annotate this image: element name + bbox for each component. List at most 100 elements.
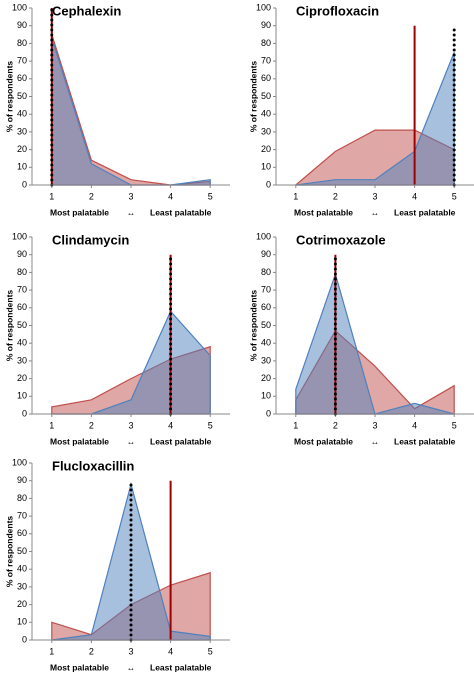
y-tick-label: 60 <box>261 73 271 83</box>
area-series <box>51 310 211 415</box>
x-tick-label: 1 <box>293 420 298 430</box>
y-tick-label: 10 <box>17 617 27 627</box>
y-tick-label: 0 <box>22 634 27 644</box>
x-tick-label: 2 <box>89 646 94 656</box>
y-tick-label: 20 <box>17 144 27 154</box>
x-tick-label: 2 <box>333 191 338 201</box>
panel: 0 10 20 30 40 50 60 70 80 90 100 1 2 3 4 5 Ciprofloxacin… <box>248 2 474 217</box>
y-axis-label: % of respondents <box>4 61 14 133</box>
y-tick-label: 100 <box>256 231 271 241</box>
panel-title: Flucloxacillin <box>52 458 134 473</box>
y-tick-label: 0 <box>22 408 27 418</box>
y-tick-label: 90 <box>17 475 27 485</box>
y-tick-label: 20 <box>261 144 271 154</box>
y-tick-label: 0 <box>22 179 27 189</box>
x-tick-label: 3 <box>128 191 133 201</box>
y-tick-label: 30 <box>17 355 27 365</box>
y-tick-label: 100 <box>256 2 271 12</box>
x-tick-label: 2 <box>89 191 94 201</box>
x-axis-label-left: Most palatable <box>294 436 353 446</box>
x-tick-label: 1 <box>293 191 298 201</box>
y-tick-label: 30 <box>17 126 27 136</box>
y-axis-label: % of respondents <box>248 61 258 133</box>
y-axis-label: % of respondents <box>4 516 14 588</box>
y-tick-label: 10 <box>17 391 27 401</box>
y-tick-label: 50 <box>17 91 27 101</box>
y-tick-label: 40 <box>261 109 271 119</box>
y-tick-label: 60 <box>17 528 27 538</box>
x-tick-label: 1 <box>49 420 54 430</box>
panel-title: Cotrimoxazole <box>296 232 386 247</box>
panel: 0 10 20 30 40 50 60 70 80 90 100 1 2 3 4 5 Cotrimoxazole… <box>248 231 474 446</box>
y-tick-label: 90 <box>261 20 271 30</box>
x-tick-label: 5 <box>452 420 457 430</box>
x-tick-label: 5 <box>452 191 457 201</box>
y-tick-label: 90 <box>17 249 27 259</box>
x-axis-label-arrow: ↔ <box>127 207 136 217</box>
x-tick-label: 3 <box>372 191 377 201</box>
y-tick-label: 40 <box>17 564 27 574</box>
y-tick-label: 60 <box>17 73 27 83</box>
x-tick-label: 2 <box>89 420 94 430</box>
area-series <box>51 37 211 186</box>
x-tick-label: 4 <box>168 420 173 430</box>
y-tick-label: 50 <box>261 320 271 330</box>
x-tick-label: 3 <box>372 420 377 430</box>
x-tick-label: 4 <box>412 420 417 430</box>
x-tick-label: 4 <box>412 191 417 201</box>
y-tick-label: 10 <box>261 162 271 172</box>
y-tick-label: 10 <box>17 162 27 172</box>
x-tick-label: 5 <box>208 646 213 656</box>
y-tick-label: 30 <box>261 355 271 365</box>
x-tick-label: 5 <box>208 420 213 430</box>
y-axis-label: % of respondents <box>248 290 258 362</box>
x-axis-label-right: Least palatable <box>150 662 212 672</box>
y-tick-label: 80 <box>261 267 271 277</box>
x-tick-label: 1 <box>49 646 54 656</box>
y-tick-label: 70 <box>261 284 271 294</box>
x-tick-label: 3 <box>128 646 133 656</box>
y-tick-label: 10 <box>261 391 271 401</box>
y-tick-label: 50 <box>261 91 271 101</box>
x-axis-label-arrow: ↔ <box>371 207 380 217</box>
x-tick-label: 1 <box>49 191 54 201</box>
y-tick-label: 50 <box>17 320 27 330</box>
y-tick-label: 100 <box>12 2 27 12</box>
x-tick-label: 2 <box>333 420 338 430</box>
panel-title: Ciprofloxacin <box>296 3 379 18</box>
y-tick-label: 60 <box>261 302 271 312</box>
panel: 0 10 20 30 40 50 60 70 80 90 100 1 2 3 4 5 Flucloxacilli… <box>4 457 230 672</box>
x-axis-label-right: Least palatable <box>150 436 212 446</box>
y-tick-label: 20 <box>17 373 27 383</box>
x-axis-label-left: Most palatable <box>294 207 353 217</box>
y-tick-label: 70 <box>17 55 27 65</box>
x-tick-label: 4 <box>168 191 173 201</box>
y-tick-label: 40 <box>17 109 27 119</box>
panel: 0 10 20 30 40 50 60 70 80 90 100 1 2 3 4 5 Clindamycin % … <box>4 231 230 446</box>
y-axis-label: % of respondents <box>4 290 14 362</box>
y-tick-label: 80 <box>17 38 27 48</box>
y-tick-label: 50 <box>17 546 27 556</box>
y-tick-label: 20 <box>261 373 271 383</box>
x-axis-label-left: Most palatable <box>50 662 109 672</box>
x-tick-label: 3 <box>128 420 133 430</box>
y-tick-label: 70 <box>261 55 271 65</box>
panel-title: Cephalexin <box>52 3 121 18</box>
x-tick-label: 4 <box>168 646 173 656</box>
x-axis-label-left: Most palatable <box>50 207 109 217</box>
x-axis-label-left: Most palatable <box>50 436 109 446</box>
y-tick-label: 40 <box>261 338 271 348</box>
y-tick-label: 0 <box>266 179 271 189</box>
x-axis-label-right: Least palatable <box>150 207 212 217</box>
y-tick-label: 80 <box>17 267 27 277</box>
panel-title: Clindamycin <box>52 232 129 247</box>
y-tick-label: 20 <box>17 599 27 609</box>
y-tick-label: 100 <box>12 457 27 467</box>
y-tick-label: 70 <box>17 284 27 294</box>
y-tick-label: 90 <box>17 20 27 30</box>
x-axis-label-arrow: ↔ <box>127 662 136 672</box>
y-tick-label: 80 <box>261 38 271 48</box>
x-axis-label-arrow: ↔ <box>127 436 136 446</box>
y-tick-label: 30 <box>17 581 27 591</box>
